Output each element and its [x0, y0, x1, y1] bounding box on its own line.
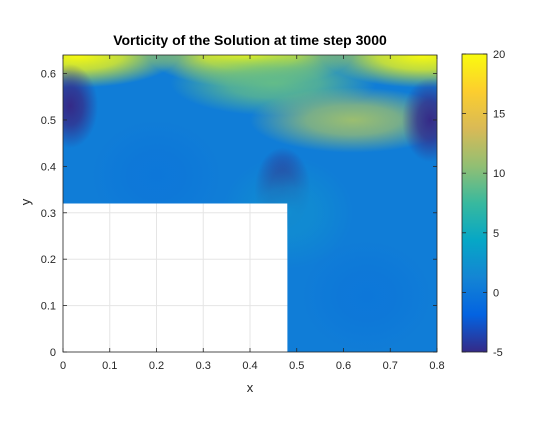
vorticity-feature: [320, 55, 437, 88]
colorbar-tick-label: 15: [493, 109, 505, 121]
y-tick-label: 0.3: [41, 208, 56, 220]
colorbar-tick-label: -5: [493, 347, 503, 359]
colorbar-tick-label: 0: [493, 287, 499, 299]
x-tick-label: 0.4: [242, 360, 257, 372]
vorticity-field: [63, 55, 437, 352]
colorbar-tick-label: 5: [493, 228, 499, 240]
y-tick-label: 0.1: [41, 301, 56, 313]
y-ticks: 0 0.1 0.2 0.3 0.4 0.5 0.6: [41, 69, 437, 359]
y-tick-label: 0.4: [41, 161, 56, 173]
chart-title: Vorticity of the Solution at time step 3…: [113, 32, 387, 48]
x-tick-label: 0.8: [429, 360, 444, 372]
x-tick-label: 0.2: [149, 360, 164, 372]
vorticity-feature: [401, 77, 437, 163]
y-tick-label: 0.6: [41, 69, 56, 81]
colorbar: [461, 53, 488, 353]
x-tick-label: 0.6: [336, 360, 351, 372]
x-axis-label: x: [247, 380, 254, 395]
x-tick-label: 0.7: [383, 360, 398, 372]
y-tick-label: 0: [50, 347, 56, 359]
colorbar-tick-label: 10: [493, 168, 505, 180]
colorbar-ticks: -5 0 5 10 15 20: [462, 49, 505, 359]
y-tick-label: 0.5: [41, 115, 56, 127]
x-tick-label: 0: [60, 360, 66, 372]
y-tick-label: 0.2: [41, 254, 56, 266]
x-tick-label: 0.5: [289, 360, 304, 372]
colorbar-tick-label: 20: [493, 49, 505, 61]
x-tick-label: 0.1: [102, 360, 117, 372]
vorticity-feature: [301, 240, 433, 352]
x-tick-label: 0.3: [196, 360, 211, 372]
vorticity-feature: [63, 63, 99, 149]
vorticity-feature: [63, 55, 180, 88]
x-ticks: 0 0.1 0.2 0.3 0.4 0.5 0.6 0.7 0.8: [60, 55, 445, 372]
y-axis-label: y: [18, 198, 33, 205]
